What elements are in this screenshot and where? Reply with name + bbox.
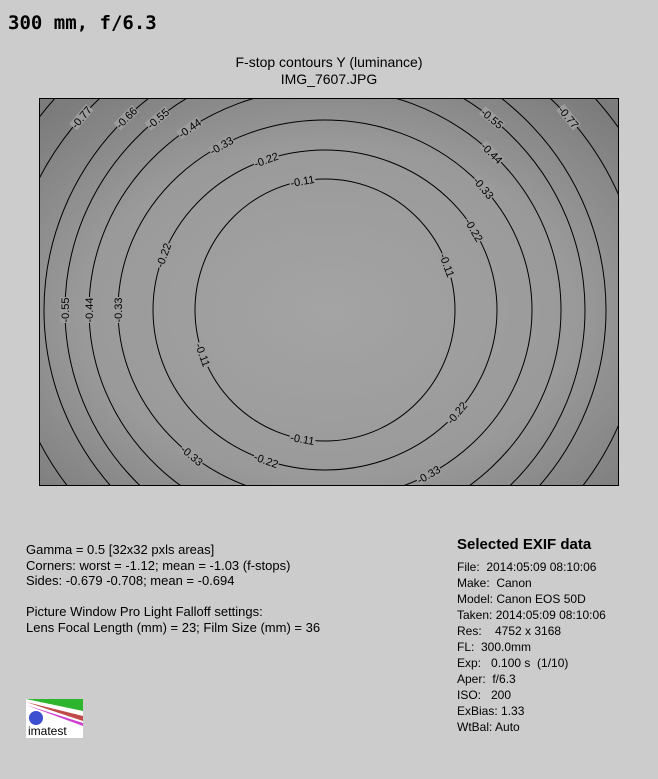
exif-line: ExBias: 1.33 — [457, 704, 525, 718]
exif-line: File: 2014:05:09 08:10:06 — [457, 560, 597, 574]
exif-line: Res: 4752 x 3168 — [457, 624, 562, 638]
exif-line: Aper: f/6.3 — [457, 672, 516, 686]
exif-line: Make: Canon — [457, 576, 532, 590]
chart-title: F-stop contours Y (luminance) — [235, 54, 423, 70]
exif-list: File: 2014:05:09 08:10:06 Make: Canon Mode… — [457, 559, 606, 735]
plot-background — [39, 98, 619, 486]
exif-line: Model: Canon EOS 50D — [457, 592, 586, 606]
stats-line: Sides: -0.679 -0.708; mean = -0.694 — [26, 573, 235, 588]
exif-line: Exp: 0.100 s (1/10) — [457, 656, 569, 670]
exif-title: Selected EXIF data — [457, 536, 592, 553]
stats-line: Corners: worst = -1.12; mean = -1.03 (f-… — [26, 557, 291, 573]
chart-title-block: F-stop contours Y (luminance) IMG_7607.J… — [0, 54, 658, 88]
exif-line: FL: 300.0mm — [457, 640, 532, 654]
page-title: 300 mm, f/6.3 — [8, 12, 157, 34]
contour-label: -0.44 — [84, 297, 96, 322]
contour-line — [194, 178, 456, 442]
contour-line — [43, 98, 607, 486]
spacer — [26, 589, 320, 605]
contour-label: -0.11 — [289, 432, 315, 448]
exif-line: Taken: 2014:05:09 08:10:06 — [457, 608, 606, 622]
contour-line — [152, 149, 498, 471]
contour-label: -0.55 — [60, 297, 72, 322]
stats-line: Gamma = 0.5 [32x32 pxls areas] — [26, 542, 215, 557]
contour-label: -0.33 — [113, 297, 125, 322]
contour-label: -0.11 — [290, 174, 316, 190]
exif-line: ISO: 200 — [457, 688, 512, 702]
svg-text:imatest: imatest — [28, 724, 67, 738]
chart-subtitle: IMG_7607.JPG — [280, 71, 378, 87]
contour-plot: -0.11-0.11-0.11-0.11-0.22-0.22-0.22-0.22… — [39, 98, 619, 486]
stats-block: Gamma = 0.5 [32x32 pxls areas] Corners: … — [26, 542, 320, 635]
stats-line: Lens Focal Length (mm) = 23; Film Size (… — [26, 619, 321, 635]
exif-line: WtBal: Auto — [457, 720, 520, 734]
plot-frame — [39, 98, 619, 486]
imatest-logo: imatest — [26, 699, 83, 738]
stats-line: Picture Window Pro Light Falloff setting… — [26, 604, 263, 619]
